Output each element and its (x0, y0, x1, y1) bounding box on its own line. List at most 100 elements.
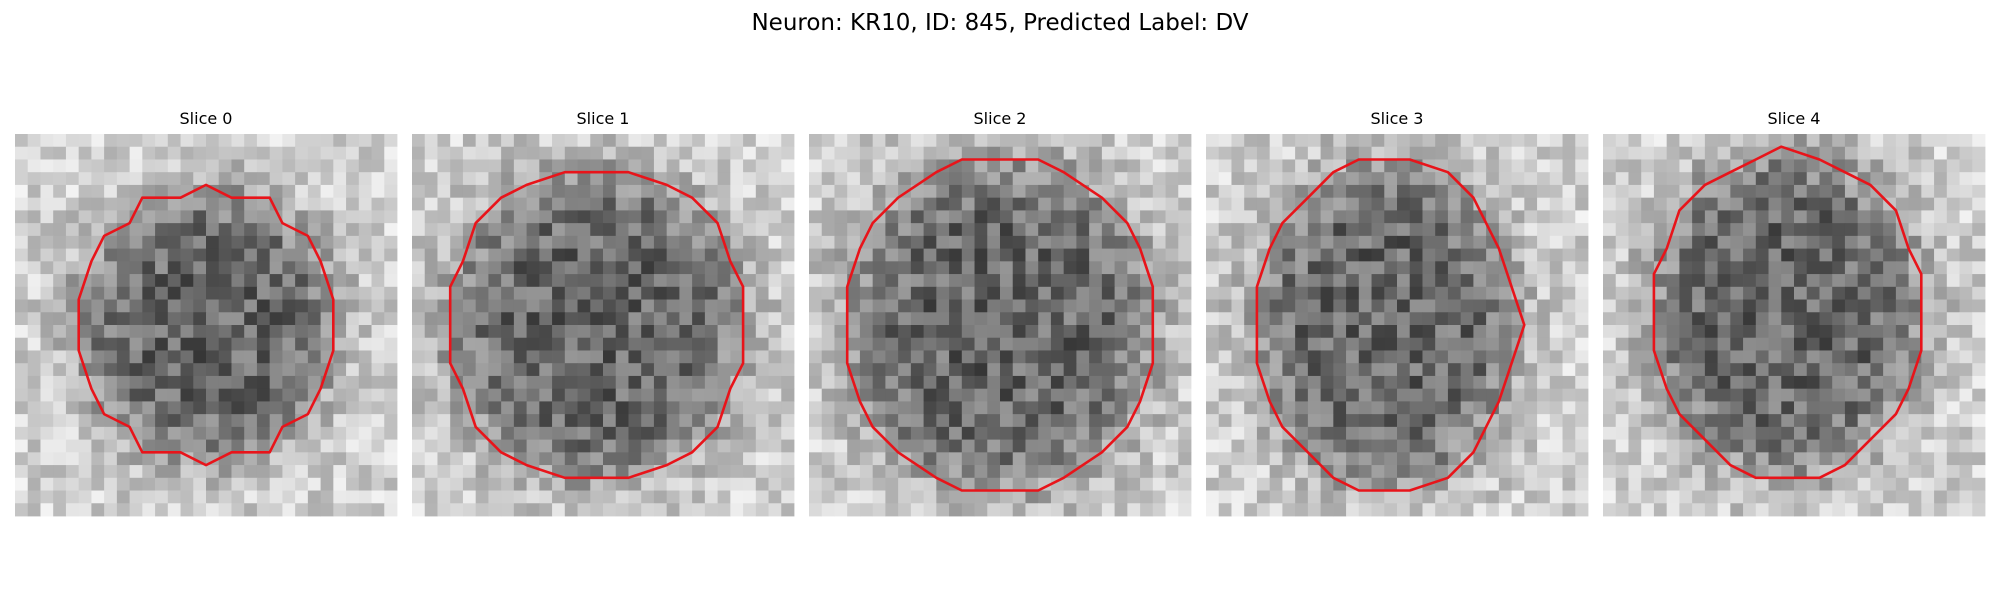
pixel (1473, 312, 1487, 326)
pixel (1114, 312, 1128, 326)
pixel (1895, 248, 1909, 262)
pixel (1549, 286, 1563, 300)
pixel (1908, 337, 1922, 351)
pixel (450, 426, 464, 440)
pixel (65, 286, 80, 300)
pixel (346, 388, 360, 402)
pixel (898, 299, 912, 313)
pixel (1460, 503, 1474, 517)
pixel (1498, 210, 1512, 224)
pixel (256, 172, 271, 186)
pixel (552, 134, 566, 148)
pixel (1717, 146, 1731, 160)
pixel (450, 235, 464, 249)
pixel (641, 184, 655, 199)
pixel (1269, 197, 1283, 211)
pixel (475, 134, 489, 148)
pixel (1295, 388, 1309, 402)
pixel (872, 401, 886, 415)
pixel (628, 452, 642, 466)
pixel (15, 414, 29, 428)
pixel (743, 375, 757, 390)
pixel (1460, 134, 1474, 148)
pixel (1692, 388, 1706, 402)
pixel (1537, 172, 1551, 186)
pixel (1269, 274, 1283, 288)
pixel (1050, 325, 1065, 339)
pixel (961, 439, 975, 453)
pixel (1486, 426, 1500, 440)
pixel (539, 490, 553, 504)
pixel (743, 312, 757, 326)
pixel (834, 477, 848, 491)
pixel (412, 401, 426, 415)
pixel (1781, 248, 1795, 262)
pixel (129, 350, 143, 364)
pixel (1307, 235, 1321, 249)
pixel (1781, 299, 1795, 313)
pixel (1218, 388, 1232, 402)
pixel (1692, 325, 1706, 339)
pixel (1371, 184, 1385, 199)
pixel (40, 452, 54, 466)
pixel (1089, 465, 1103, 479)
pixel (615, 312, 629, 326)
pixel (1832, 503, 1846, 517)
pixel (1152, 312, 1166, 326)
pixel (91, 426, 105, 440)
pixel (1435, 490, 1449, 504)
pixel (1562, 312, 1576, 326)
pixel (1844, 197, 1859, 211)
pixel (1806, 274, 1820, 288)
pixel (730, 172, 744, 186)
pixel (167, 248, 181, 262)
pixel (15, 286, 29, 300)
pixel (1231, 146, 1245, 160)
pixel (1819, 312, 1833, 326)
pixel (40, 172, 54, 186)
pixel (872, 350, 886, 364)
pixel (1038, 337, 1052, 351)
pixel (437, 426, 451, 440)
pixel (1206, 159, 1220, 173)
pixel (704, 159, 718, 173)
pixel (155, 350, 169, 364)
pixel (371, 490, 385, 504)
pixel (1397, 235, 1411, 249)
pixel (1218, 210, 1232, 224)
pixel (1206, 325, 1220, 339)
pixel (1844, 426, 1859, 440)
pixel (371, 325, 385, 339)
pixel (1692, 477, 1706, 491)
pixel (1653, 210, 1668, 224)
pixel (1857, 414, 1871, 428)
pixel (1883, 184, 1897, 199)
pixel (821, 477, 835, 491)
pixel (116, 172, 130, 186)
pixel (1549, 274, 1563, 288)
pixel (1934, 172, 1948, 186)
pixel (1895, 452, 1909, 466)
pixel (218, 388, 232, 402)
pixel (1641, 350, 1655, 364)
pixel (872, 261, 886, 275)
pixel (1704, 414, 1718, 428)
pixel (1819, 197, 1833, 211)
pixel (1152, 261, 1166, 275)
pixel (1218, 248, 1232, 262)
pixel (78, 439, 92, 453)
pixel (269, 503, 283, 517)
pixel (104, 210, 118, 224)
pixel (679, 439, 693, 453)
pixel (1140, 184, 1154, 199)
pixel (412, 337, 426, 351)
pixel (1231, 465, 1245, 479)
pixel (526, 439, 540, 453)
pixel (1256, 325, 1271, 339)
pixel (1218, 350, 1232, 364)
pixel (193, 134, 207, 148)
pixel (1384, 350, 1398, 364)
pixel (358, 159, 372, 173)
pixel (1717, 401, 1731, 415)
pixel (1282, 337, 1296, 351)
